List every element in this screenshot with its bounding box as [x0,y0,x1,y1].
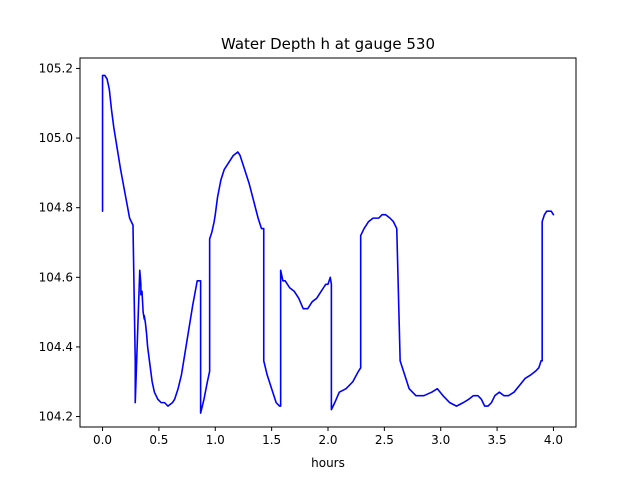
series-layer [101,74,555,414]
x-tick-label: 2.5 [375,433,394,447]
y-tick-label: 105.0 [39,131,73,145]
x-tick-label: 3.0 [431,433,450,447]
x-tick-label: 0.0 [93,433,112,447]
y-tick-label: 104.8 [39,201,73,215]
x-tick-label: 0.5 [149,433,168,447]
plot-frame [79,57,577,428]
x-tick-label: 1.0 [206,433,225,447]
y-tick-label: 104.2 [39,410,73,424]
x-tick-label: 4.0 [544,433,563,447]
x-tick-label: 2.0 [318,433,337,447]
x-tick-label: 1.5 [262,433,281,447]
series-line-0 [101,74,555,414]
x-axis-label: hours [311,456,345,470]
y-tick-label: 104.6 [39,270,73,284]
x-axis-ticks: 0.0 0.5 1.0 1.5 2.0 2.5 3.0 3.5 4.0 [93,427,563,447]
y-axis-ticks: 104.2 104.4 104.6 104.8 105.0 105.2 [39,61,80,424]
chart-title: Water Depth h at gauge 530 [221,35,435,53]
y-tick-label: 104.4 [39,340,73,354]
x-tick-label: 3.5 [488,433,507,447]
y-tick-label: 105.2 [39,61,73,75]
